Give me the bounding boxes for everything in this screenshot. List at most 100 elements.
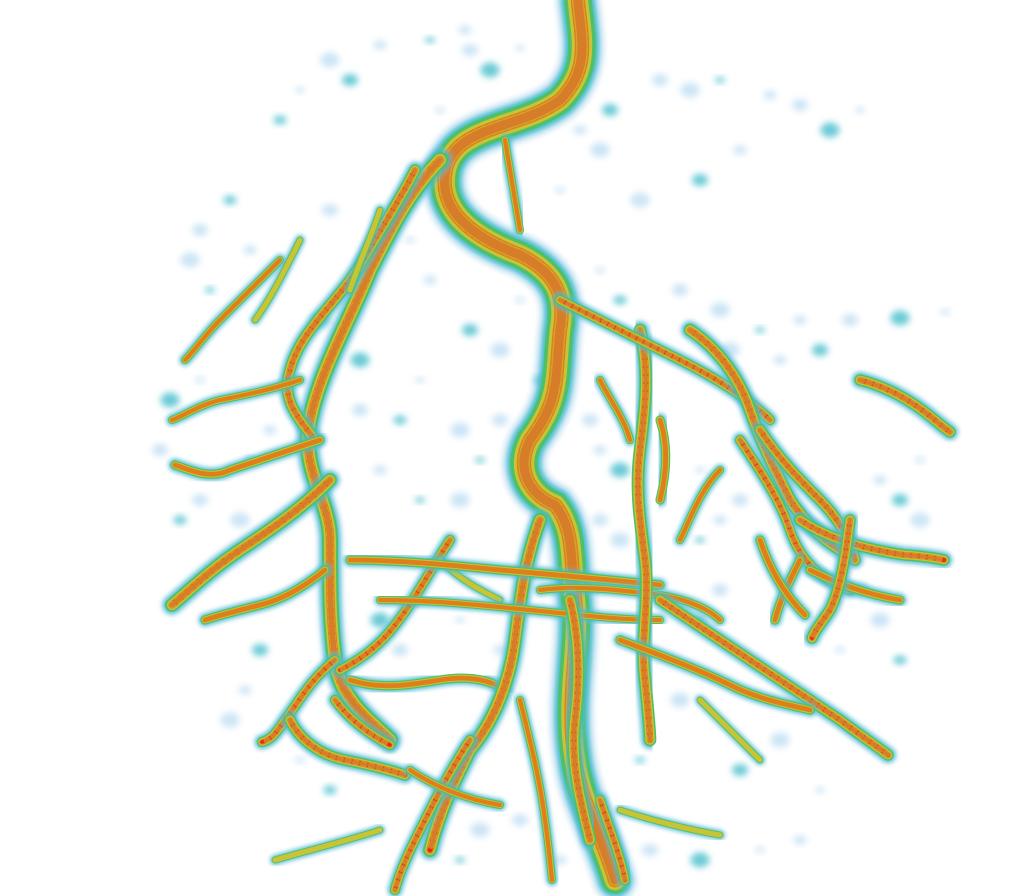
- vessel-branch: [197, 562, 333, 628]
- haze-speckle: [323, 785, 337, 795]
- haze-speckle: [910, 512, 930, 528]
- haze-speckle: [732, 494, 748, 506]
- haze-speckle: [630, 192, 650, 208]
- haze-speckle: [573, 125, 587, 135]
- haze-speckle: [835, 647, 845, 653]
- vessel-branch: [342, 552, 668, 593]
- haze-speckle: [462, 324, 478, 336]
- haze-speckle: [252, 644, 268, 656]
- haze-speckle: [370, 612, 390, 628]
- haze-speckle: [205, 287, 215, 293]
- haze-speckle: [492, 414, 508, 426]
- haze-speckle: [450, 422, 470, 438]
- haze-speckle: [855, 107, 865, 113]
- haze-speckle: [635, 757, 645, 763]
- haze-speckle: [873, 475, 887, 485]
- haze-speckle: [555, 187, 565, 193]
- haze-speckle: [490, 342, 510, 358]
- vessel-branch: [694, 694, 766, 766]
- haze-speckle: [940, 309, 950, 315]
- haze-speckle: [893, 655, 907, 665]
- haze-speckle: [515, 297, 525, 303]
- vessel-branch: [593, 373, 637, 447]
- haze-speckle: [295, 87, 305, 93]
- haze-speckle: [713, 515, 727, 525]
- haze-speckle: [595, 267, 605, 273]
- haze-speckle: [732, 764, 748, 776]
- haze-speckle: [455, 617, 465, 623]
- haze-speckle: [773, 355, 787, 365]
- vessel-branch: [652, 412, 674, 508]
- haze-speckle: [593, 445, 607, 455]
- haze-speckle: [512, 814, 528, 826]
- vessel-branch: [403, 763, 507, 812]
- haze-speckle: [733, 145, 747, 155]
- haze-speckle: [695, 537, 705, 543]
- vessel-branch: [386, 731, 479, 896]
- vessel-branch: [165, 373, 307, 427]
- haze-speckle: [610, 462, 630, 478]
- haze-speckle: [415, 377, 425, 383]
- haze-speckle: [515, 45, 525, 51]
- haze-speckle: [815, 787, 825, 793]
- vessel-branch: [249, 234, 306, 326]
- haze-speckle: [322, 204, 338, 216]
- haze-speckle: [892, 494, 908, 506]
- haze-speckle: [223, 195, 237, 205]
- haze-speckle: [890, 310, 910, 326]
- vessel-branch: [850, 370, 960, 442]
- haze-speckle: [582, 414, 598, 426]
- haze-speckle: [373, 465, 387, 475]
- haze-speckle: [793, 315, 807, 325]
- haze-speckle: [173, 515, 187, 525]
- haze-speckle: [755, 847, 765, 853]
- haze-speckle: [610, 532, 630, 548]
- vessel-branch: [344, 204, 386, 296]
- haze-speckle: [642, 844, 658, 856]
- haze-speckle: [392, 644, 408, 656]
- vessel-network: [160, 0, 960, 896]
- vessel-branch: [269, 824, 386, 866]
- haze-speckle: [273, 115, 287, 125]
- haze-speckle: [793, 835, 807, 845]
- haze-speckle: [425, 37, 435, 43]
- haze-speckle: [670, 692, 690, 708]
- haze-speckle: [680, 82, 700, 98]
- background-haze: [152, 25, 950, 868]
- haze-speckle: [755, 327, 765, 333]
- vessel-branch: [326, 691, 399, 754]
- haze-speckle: [462, 44, 478, 56]
- vessel-branch: [612, 632, 818, 718]
- haze-speckle: [592, 514, 608, 526]
- haze-speckle: [342, 74, 358, 86]
- haze-speckle: [712, 584, 728, 596]
- vessel-branch: [650, 590, 898, 765]
- vessel-branch: [277, 160, 425, 450]
- haze-speckle: [243, 245, 257, 255]
- haze-speckle: [160, 392, 180, 408]
- haze-speckle: [710, 302, 730, 318]
- haze-speckle: [152, 444, 168, 456]
- haze-speckle: [915, 457, 925, 463]
- haze-speckle: [590, 142, 610, 158]
- vessel-branch: [802, 562, 908, 608]
- haze-speckle: [373, 40, 387, 50]
- haze-speckle: [842, 314, 858, 326]
- haze-speckle: [763, 90, 777, 100]
- haze-speckle: [690, 852, 710, 868]
- haze-speckle: [405, 237, 415, 243]
- haze-speckle: [870, 612, 890, 628]
- vessel-branch: [802, 510, 860, 648]
- haze-speckle: [195, 377, 205, 383]
- haze-speckle: [602, 104, 618, 116]
- vessel-branch: [342, 670, 513, 698]
- haze-speckle: [455, 857, 465, 863]
- vessel-branch: [178, 253, 287, 367]
- haze-speckle: [352, 404, 368, 416]
- vessel-branch: [513, 693, 559, 887]
- vessel-branch: [790, 510, 954, 570]
- haze-speckle: [192, 494, 208, 506]
- haze-speckle: [652, 74, 668, 86]
- vessel-branch: [752, 532, 813, 623]
- vessel-branch: [373, 593, 667, 627]
